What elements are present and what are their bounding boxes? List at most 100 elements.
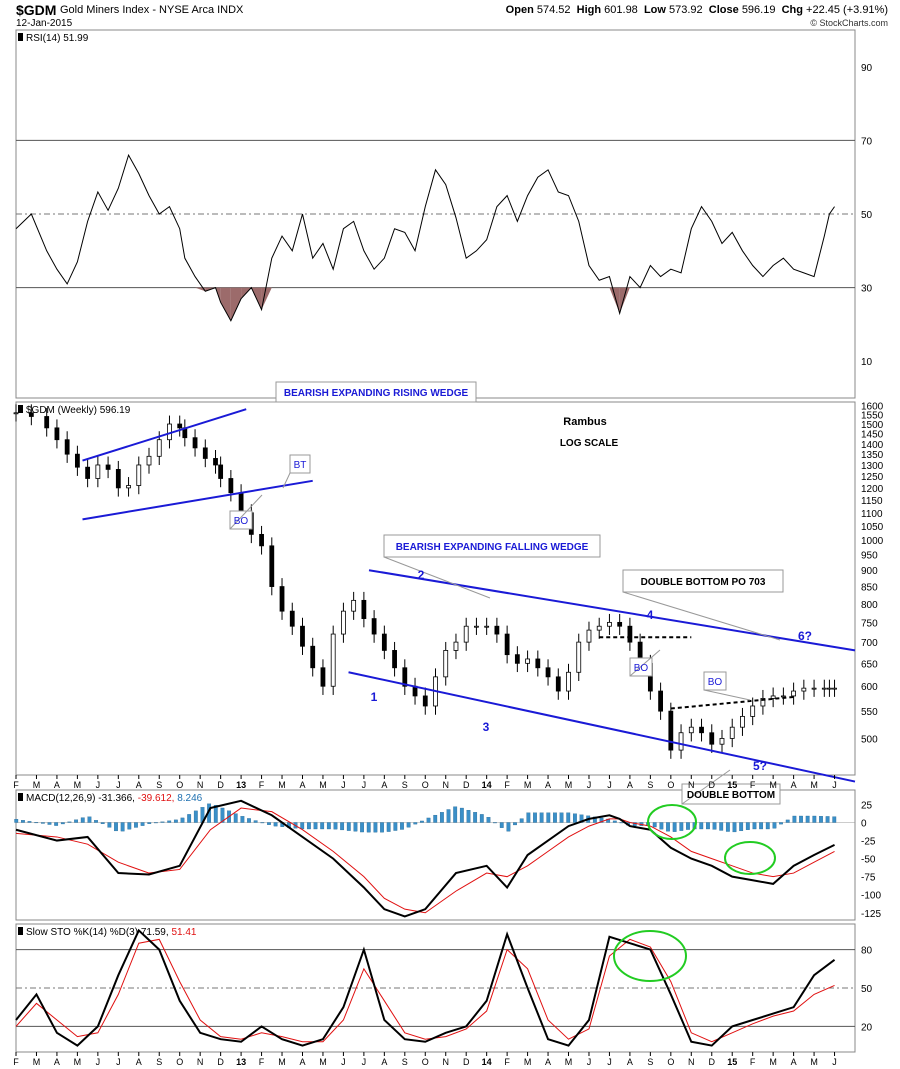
macd-histogram-bar [100,822,105,825]
macd-histogram-bar [306,822,311,830]
price-bar-body [279,586,285,612]
price-bar-body [678,732,684,751]
rsi-oversold-fill [261,287,272,310]
price-tick-label: 850 [861,583,878,594]
price-x-tick-label: F [13,780,19,790]
sto-tick-label: 50 [861,984,873,995]
macd-histogram-bar [553,812,557,823]
macd-histogram-bar [819,816,823,823]
sto-x-tick-label: M [524,1057,532,1067]
bo-label-2: BO [634,663,649,674]
price-bar-body [821,687,827,690]
price-bar-body [238,492,244,514]
rising-wedge-label-box [275,381,477,403]
bo-label-3: BO [708,677,723,688]
macd-legend-macd: -31.366, [98,793,137,804]
price-bar-body [535,658,541,669]
macd-histogram-bar [260,822,265,824]
price-bar-body [54,427,60,441]
macd-histogram-bar [14,819,19,823]
sto-x-tick-label: J [96,1057,101,1067]
macd-tick-label: 0 [861,819,867,830]
macd-histogram-bar [114,822,118,832]
macd-histogram-bar [785,819,790,823]
price-bar-body [668,710,674,751]
macd-histogram-bar [486,817,491,823]
sto-x-tick-label: A [381,1057,387,1067]
wave-2-label: 2 [418,568,425,582]
falling-wedge-label-box [383,534,601,558]
chart-date: 12-Jan-2015 [16,18,73,29]
macd-histogram-bar [420,820,424,823]
price-x-tick-label: M [565,780,573,790]
sto-circle [613,930,687,982]
sto-legend-marker [18,927,23,935]
sto-x-tick-label: A [627,1057,633,1067]
double-bottom-label-box [681,783,781,805]
rsi-tick-label: 30 [861,284,873,295]
wave-5-label: 5? [753,759,767,773]
macd-legend-marker [18,793,23,801]
sto-legend: Slow STO %K(14) %D(3) 71.59, 51.41 [26,927,197,938]
price-bar-body [709,732,715,745]
price-x-tick-label: S [402,780,408,790]
macd-histogram-bar [386,822,391,832]
sto-panel-frame [15,923,856,1053]
rsi-tick-label: 90 [861,63,873,74]
price-bar-body [832,687,837,690]
macd-histogram-bar [180,817,185,823]
sto-x-tick-label: A [136,1057,142,1067]
price-tick-label: 700 [861,638,878,649]
price-bar-body [740,715,745,728]
double-bottom-po-label-box [622,569,784,593]
sto-x-tick-label: O [422,1057,429,1067]
bo-label-3-box [703,671,727,691]
sto-x-tick-label: N [197,1057,204,1067]
sto-x-tick-label: J [832,1057,837,1067]
sto-x-tick-label: N [442,1057,449,1067]
price-bar-body [555,676,561,692]
rising-wedge-upper-line [82,408,247,462]
macd-histogram-bar [725,822,730,832]
macd-histogram-bar [453,806,458,823]
macd-tick-label: -50 [861,855,876,866]
price-x-tick-label: M [74,780,82,790]
macd-histogram-bar [220,807,225,823]
sto-legend-k: 71.59, [141,927,172,938]
sto-x-tick-label: F [750,1057,756,1067]
macd-tick-label: -100 [861,891,881,902]
macd-histogram-bar [499,822,504,828]
price-x-tick-label: A [545,780,551,790]
macd-histogram-bar [400,822,404,830]
macd-histogram-bar [273,822,278,827]
bo-label-3-pointer [703,689,751,701]
price-bar-body [760,698,766,707]
index-name: Gold Miners Index - NYSE Arca INDX [60,4,244,16]
price-tick-label: 600 [861,682,878,693]
price-bar-body [801,687,807,692]
price-tick-label: 1400 [861,440,884,451]
rsi-oversold-fill [619,287,630,314]
macd-histogram-bar [107,822,112,828]
macd-histogram-bar [719,822,724,831]
macd-histogram-bar [187,814,192,823]
bt-label-pointer [282,472,291,489]
stockcharts-credit: © StockCharts.com [810,18,888,28]
macd-circle-2 [724,841,776,875]
sto-x-tick-label: M [769,1057,777,1067]
sto-x-tick-label: D [217,1057,224,1067]
macd-histogram-bar [599,817,604,823]
sto-x-tick-label: 15 [727,1057,737,1067]
macd-histogram-bar [34,822,39,824]
macd-histogram-bar [732,822,737,833]
high-label: High [576,4,602,16]
macd-histogram-bar [779,822,783,825]
macd-histogram-bar [659,822,664,830]
price-tick-label: 1050 [861,522,884,533]
sto-x-tick-label: M [319,1057,327,1067]
sto-tick-label: 20 [861,1022,873,1033]
macd-histogram-bar [60,822,65,825]
price-tick-label: 500 [861,734,878,745]
sto-x-tick-label: D [463,1057,470,1067]
bo-label-1-box [229,510,253,530]
